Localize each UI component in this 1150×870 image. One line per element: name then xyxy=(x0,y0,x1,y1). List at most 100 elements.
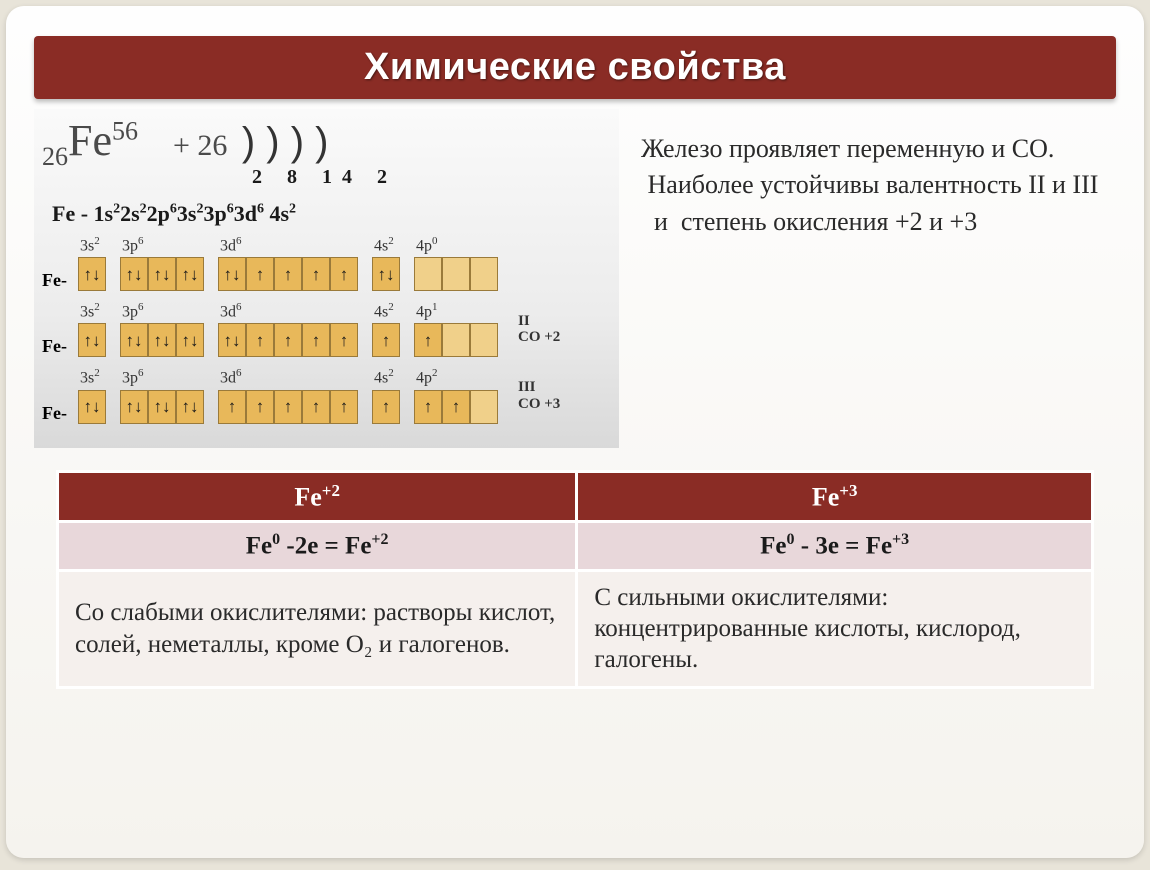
orbital-cell: ↑ xyxy=(414,323,442,357)
orbital-cell: ↑ xyxy=(330,323,358,357)
orbital-cell: ↑ xyxy=(442,390,470,424)
orbital-cell: ↑ xyxy=(302,323,330,357)
slide: Химические свойства 26Fe56 + 26 ) ) ) ) … xyxy=(6,6,1144,858)
content-row: 26Fe56 + 26 ) ) ) ) 2 8 14 2 Fe - 1s22s2… xyxy=(34,109,1116,448)
shell-parens: ) ) ) ) xyxy=(242,120,329,164)
charge: + 26 xyxy=(173,129,227,162)
orbital-cell xyxy=(470,257,498,291)
orbital-boxes: ↑↓↑↓↑↓ xyxy=(120,390,204,424)
orbital-row: Fe-3s2↑↓3p6↑↓↑↓↑↓3d6↑↑↑↑↑4s2↑4p2↑↑IIICO … xyxy=(42,367,611,423)
orbital-group: 3p6 ↑↓↑↓↑↓ xyxy=(120,367,204,423)
orbital-group: 3p6↑↓↑↓↑↓ xyxy=(120,235,204,291)
orbital-boxes: ↑↓↑↓↑↓ xyxy=(120,257,204,291)
orbital-cell: ↑↓ xyxy=(218,257,246,291)
orbital-label: 4s2 xyxy=(374,367,400,387)
orbital-cell: ↑↓ xyxy=(218,323,246,357)
slide-title: Химические свойства xyxy=(34,46,1116,89)
orbital-cell: ↑↓ xyxy=(78,390,106,424)
row-label: Fe- xyxy=(42,336,70,357)
orbital-group: 3s2↑↓ xyxy=(78,301,106,357)
orbital-label: 4p1 xyxy=(416,301,498,321)
orbital-boxes: ↑↑ xyxy=(414,390,498,424)
orbital-cell xyxy=(470,323,498,357)
eq-fe3: Fe0 - 3e = Fe+3 xyxy=(577,522,1093,570)
orbital-label: 4s2 xyxy=(374,235,400,255)
orbital-label: 3s2 xyxy=(80,301,106,321)
orbital-cell: ↑↓ xyxy=(148,390,176,424)
orbital-cell: ↑ xyxy=(302,390,330,424)
orbital-cell: ↑ xyxy=(274,257,302,291)
orbital-cell xyxy=(442,257,470,291)
orbital-cell: ↑↓ xyxy=(176,390,204,424)
orbital-label: 3p6 xyxy=(122,301,204,321)
valence-label: IIICO +3 xyxy=(518,379,560,412)
orbital-boxes xyxy=(414,257,498,291)
orbital-cell: ↑↓ xyxy=(176,323,204,357)
orbital-cell: ↑ xyxy=(246,323,274,357)
orbital-cell: ↑↓ xyxy=(372,257,400,291)
electron-configuration: Fe - 1s22s22p63s23p63d6 4s2 xyxy=(52,201,611,227)
right-text-body: Железо проявляет переменную и СО. Наибол… xyxy=(641,131,1106,240)
orbital-cell: ↑ xyxy=(274,390,302,424)
title-bar: Химические свойства xyxy=(34,36,1116,99)
orbital-boxes: ↑↓ xyxy=(78,323,106,357)
econf-text: 1s22s22p63s23p63d6 4s2 xyxy=(94,201,297,226)
orbital-group: 4p2 ↑↑ xyxy=(414,367,498,423)
orbital-row: Fe-3s2↑↓3p6↑↓↑↓↑↓3d6↑↓↑↑↑↑4s2↑↓4p0 xyxy=(42,235,611,291)
orbital-boxes: ↑ xyxy=(414,323,498,357)
body-fe2: Со слабыми окислителями: растворы кислот… xyxy=(58,570,577,687)
orbital-boxes: ↑↓ xyxy=(372,257,400,291)
orbital-label: 3d6 xyxy=(220,235,358,255)
isotope-line: 26Fe56 + 26 ) ) ) ) xyxy=(42,115,611,172)
orbital-boxes: ↑↓↑↑↑↑ xyxy=(218,323,358,357)
valence-label: IICO +2 xyxy=(518,313,560,346)
orbital-group: 4s2↑↓ xyxy=(372,235,400,291)
orbital-label: 4p2 xyxy=(416,367,498,387)
th-fe3: Fe+3 xyxy=(577,471,1093,522)
orbital-cell: ↑↓ xyxy=(78,257,106,291)
table-body-row: Со слабыми окислителями: растворы кислот… xyxy=(58,570,1093,687)
orbital-group: 4s2↑ xyxy=(372,301,400,357)
orbital-cell: ↑ xyxy=(274,323,302,357)
orbital-cell: ↑ xyxy=(372,323,400,357)
explanation-text: Железо проявляет переменную и СО. Наибол… xyxy=(619,109,1116,448)
orbital-cell: ↑↓ xyxy=(120,323,148,357)
orbital-cell: ↑ xyxy=(302,257,330,291)
orbital-label: 3p6 xyxy=(122,367,204,387)
orbital-label: 3s2 xyxy=(80,367,106,387)
orbital-cell: ↑↓ xyxy=(78,323,106,357)
orbital-cell: ↑↓ xyxy=(148,257,176,291)
orbital-label: 3p6 xyxy=(122,235,204,255)
orbital-diagram: Fe-3s2↑↓3p6↑↓↑↓↑↓3d6↑↓↑↑↑↑4s2↑↓4p0Fe-3s2… xyxy=(42,235,611,424)
orbital-boxes: ↑↓ xyxy=(78,390,106,424)
orbital-group: 3s2 ↑↓ xyxy=(78,367,106,423)
table-header-red: Fe+2 Fe+3 xyxy=(58,471,1093,522)
body-fe3: С сильными окислителями: концентрированн… xyxy=(577,570,1093,687)
table-header-pink: Fe0 -2e = Fe+2 Fe0 - 3e = Fe+3 xyxy=(58,522,1093,570)
orbital-boxes: ↑↑↑↑↑ xyxy=(218,390,358,424)
orbital-cell: ↑ xyxy=(330,257,358,291)
orbital-group: 3d6↑↓↑↑↑↑ xyxy=(218,235,358,291)
element-symbol: Fe xyxy=(68,116,112,165)
orbital-group: 4p1↑ xyxy=(414,301,498,357)
orbital-cell xyxy=(442,323,470,357)
orbital-label: 3d6 xyxy=(220,301,358,321)
orbital-cell: ↑↓ xyxy=(176,257,204,291)
shell-numbers: 2 8 14 2 xyxy=(252,166,611,189)
orbital-boxes: ↑↓↑↑↑↑ xyxy=(218,257,358,291)
orbital-boxes: ↑ xyxy=(372,390,400,424)
econf-label: Fe xyxy=(52,201,75,226)
mass-number: 56 xyxy=(112,116,138,145)
orbital-group: 4p0 xyxy=(414,235,498,291)
orbital-cell: ↑ xyxy=(218,390,246,424)
orbital-boxes: ↑ xyxy=(372,323,400,357)
orbital-cell: ↑ xyxy=(246,257,274,291)
electron-config-panel: 26Fe56 + 26 ) ) ) ) 2 8 14 2 Fe - 1s22s2… xyxy=(34,109,619,448)
orbital-cell: ↑ xyxy=(330,390,358,424)
orbital-cell: ↑ xyxy=(414,390,442,424)
orbital-boxes: ↑↓↑↓↑↓ xyxy=(120,323,204,357)
orbital-cell xyxy=(414,257,442,291)
orbital-group: 4s2 ↑ xyxy=(372,367,400,423)
oxidation-table: Fe+2 Fe+3 Fe0 -2e = Fe+2 Fe0 - 3e = Fe+3… xyxy=(56,470,1094,689)
eq-fe2: Fe0 -2e = Fe+2 xyxy=(58,522,577,570)
